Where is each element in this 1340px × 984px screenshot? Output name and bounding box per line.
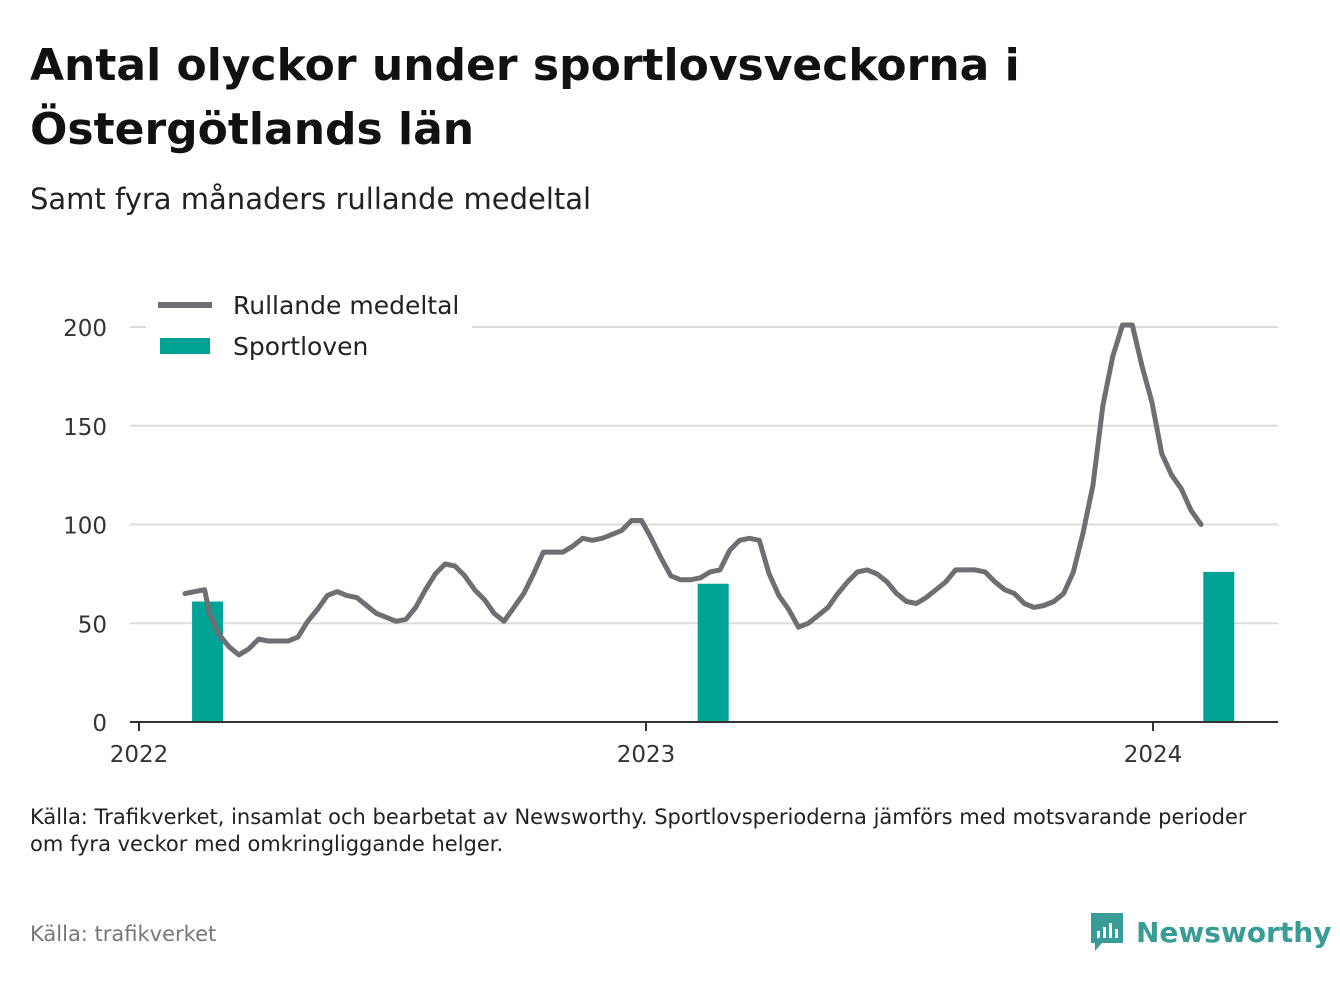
- newsworthy-brand-name: Newsworthy: [1136, 915, 1332, 949]
- x-tick-label-2022: 2022: [110, 742, 169, 768]
- legend-label-1: Rullande medeltal: [233, 291, 459, 320]
- line-rullande-medeltal: [182, 322, 1204, 658]
- bar-sportlov-1: [192, 601, 224, 722]
- bar-sportlov-3: [1203, 571, 1235, 722]
- y-tick-label-150: 150: [63, 415, 107, 441]
- bar-series-sportloven: [192, 571, 1235, 722]
- legend-background: [146, 284, 472, 378]
- legend-swatch-bar: [160, 338, 210, 354]
- x-tick-label-2023: 2023: [617, 742, 676, 768]
- chart-title: Antal olyckor under sportlovsveckorna i …: [30, 40, 1020, 155]
- legend: Rullande medeltal Sportloven: [146, 284, 472, 378]
- chart: 0 50 100 150 200 2022 2023 2024 Rullande medel…: [63, 284, 1278, 768]
- source-label: Källa: trafikverket: [30, 922, 217, 946]
- y-tick-label-50: 50: [78, 612, 107, 638]
- chart-subtitle: Samt fyra månaders rullande medeltal: [30, 182, 592, 216]
- y-tick-label-100: 100: [63, 514, 107, 540]
- x-axis: 2022 2023 2024: [110, 721, 1278, 768]
- y-tick-label-0: 0: [92, 711, 107, 737]
- y-axis-tick-labels: 0 50 100 150 200: [63, 316, 107, 737]
- line-series-rullande-medeltal: [182, 322, 1204, 658]
- chart-note: Källa: Trafikverket, insamlat och bearbe…: [30, 805, 1247, 856]
- y-tick-label-200: 200: [63, 316, 107, 342]
- newsworthy-logo-icon: [1091, 913, 1123, 951]
- newsworthy-logo: Newsworthy: [1088, 910, 1331, 954]
- legend-label-2: Sportloven: [233, 332, 368, 361]
- x-tick-label-2024: 2024: [1124, 742, 1183, 768]
- bar-sportlov-2: [697, 583, 729, 722]
